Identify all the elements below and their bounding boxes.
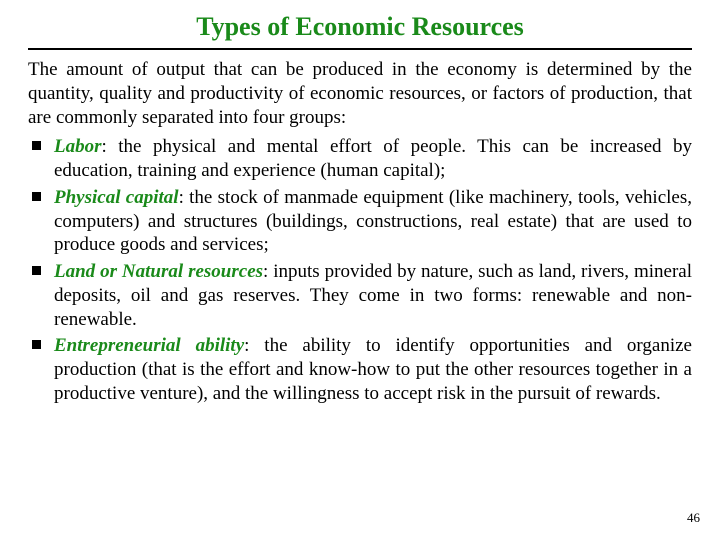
- list-item: Land or Natural resources: inputs provid…: [28, 260, 692, 331]
- term: Physical capital: [54, 187, 179, 208]
- term-desc: : the physical and mental effort of peop…: [54, 136, 692, 181]
- term: Labor: [54, 136, 102, 157]
- square-bullet-icon: [32, 266, 41, 275]
- intro-paragraph: The amount of output that can be produce…: [28, 58, 692, 129]
- list-item: Entrepreneurial ability: the ability to …: [28, 334, 692, 405]
- square-bullet-icon: [32, 141, 41, 150]
- square-bullet-icon: [32, 340, 41, 349]
- page-title: Types of Economic Resources: [28, 12, 692, 42]
- square-bullet-icon: [32, 192, 41, 201]
- page-number: 46: [687, 510, 700, 526]
- bullet-list: Labor: the physical and mental effort of…: [28, 135, 692, 405]
- term: Entrepreneurial ability: [54, 335, 244, 356]
- list-item: Labor: the physical and mental effort of…: [28, 135, 692, 183]
- list-item: Physical capital: the stock of manmade e…: [28, 186, 692, 257]
- title-text: Types of Economic Resources: [196, 12, 524, 41]
- term: Land or Natural resources: [54, 261, 263, 282]
- title-underline: [28, 48, 692, 50]
